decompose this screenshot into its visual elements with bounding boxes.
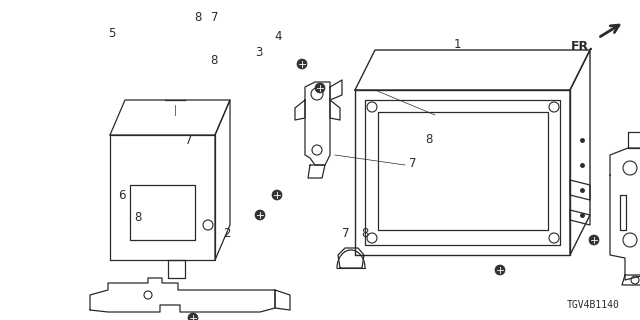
Text: 8: 8	[195, 11, 202, 24]
Text: 4: 4	[275, 30, 282, 43]
Text: 7: 7	[342, 227, 349, 240]
Text: 8: 8	[361, 227, 369, 240]
Circle shape	[297, 59, 307, 69]
Text: 8: 8	[211, 54, 218, 67]
Text: FR.: FR.	[571, 40, 594, 53]
Text: 1: 1	[454, 38, 461, 51]
Text: 7: 7	[185, 134, 193, 147]
Text: 8: 8	[425, 133, 433, 146]
Circle shape	[589, 235, 599, 245]
Circle shape	[255, 210, 265, 220]
Text: 5: 5	[108, 27, 116, 40]
Text: 8: 8	[134, 211, 141, 224]
Text: TGV4B1140: TGV4B1140	[567, 300, 620, 310]
Circle shape	[188, 313, 198, 320]
Text: 3: 3	[255, 46, 263, 59]
Text: 7: 7	[211, 11, 218, 24]
Circle shape	[315, 83, 325, 93]
Circle shape	[272, 190, 282, 200]
Text: 7: 7	[409, 157, 417, 170]
Text: 6: 6	[118, 189, 125, 202]
Circle shape	[495, 265, 505, 275]
Text: 2: 2	[223, 227, 231, 240]
